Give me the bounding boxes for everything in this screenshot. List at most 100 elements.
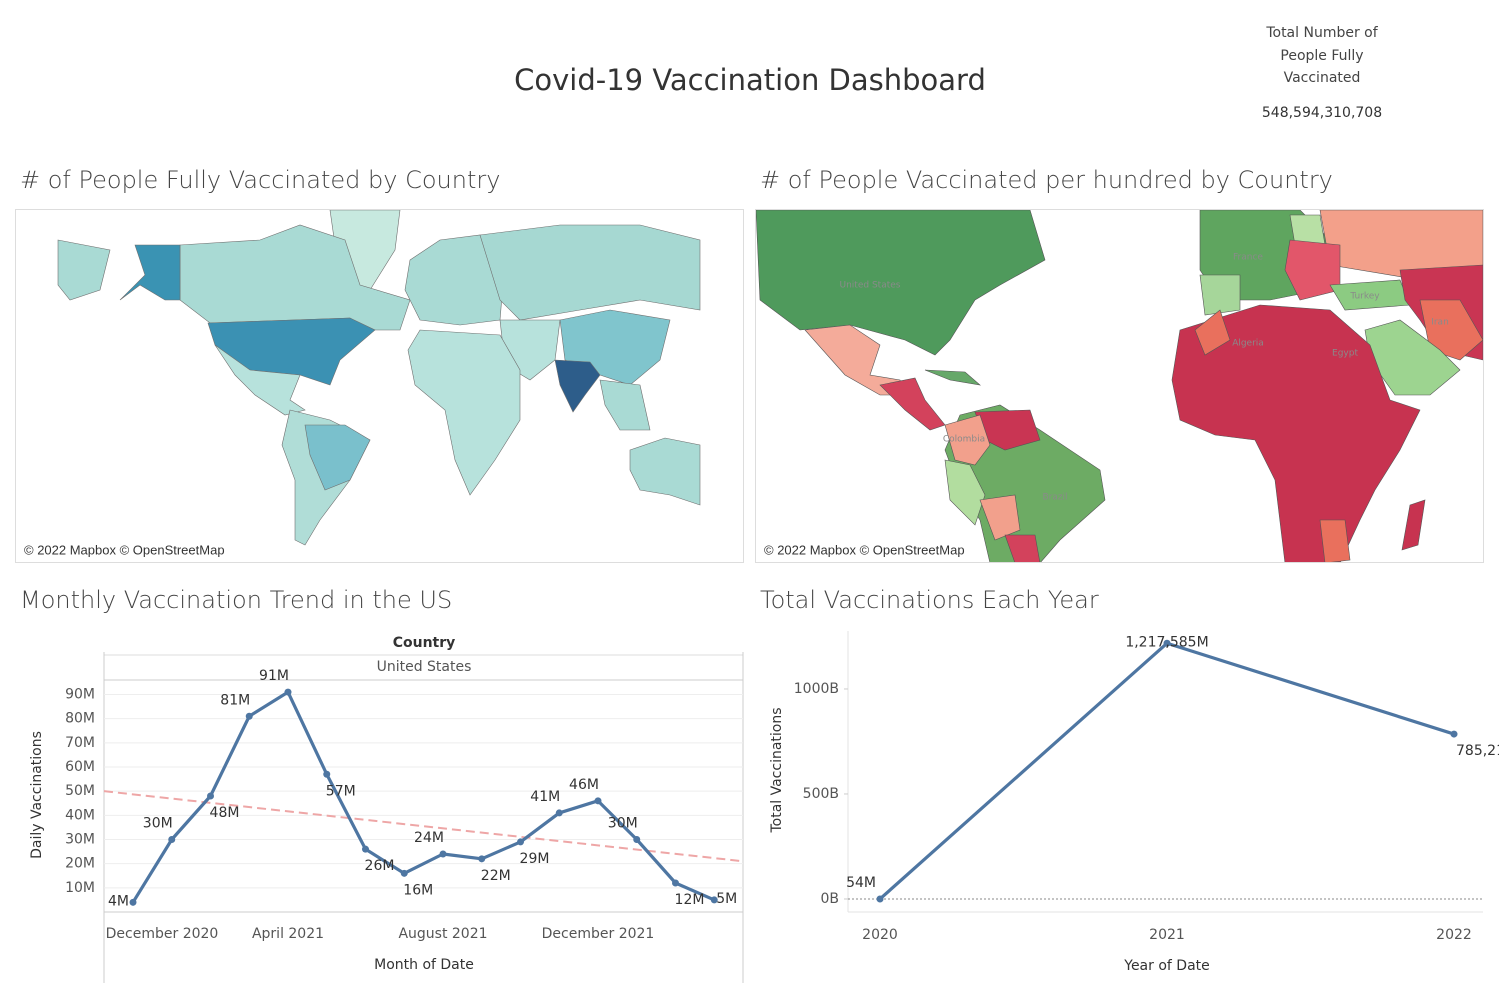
data-point (710, 896, 718, 904)
data-label: 48M (210, 805, 240, 821)
data-label: 54M (846, 875, 876, 891)
data-point (876, 895, 884, 903)
data-point (168, 836, 176, 843)
data-label: 91M (259, 668, 289, 684)
peru (944, 459, 986, 526)
attribution-bg (760, 542, 982, 560)
data-point (672, 879, 679, 887)
kpi-label: Total Number of People Fully Vaccinated (1266, 25, 1378, 86)
data-point (362, 845, 369, 853)
data-label: 4M (108, 893, 129, 909)
y-tick-label: 80M (65, 711, 95, 727)
data-label: 30M (608, 816, 638, 832)
map-label: France (1233, 253, 1263, 263)
x-axis-title: Month of Date (374, 957, 474, 973)
x-tick-label: December 2020 (106, 926, 219, 942)
data-label: 46M (569, 777, 599, 793)
dashboard-title: Covid-19 Vaccination Dashboard (514, 63, 986, 97)
data-point (284, 688, 292, 696)
y-tick-label: 10M (65, 880, 95, 896)
data-point (478, 855, 486, 863)
data-line (878, 641, 1455, 901)
colombia (944, 414, 991, 466)
y-tick-label: 500B (803, 786, 839, 802)
russia (479, 224, 701, 321)
morocco (1194, 309, 1231, 356)
brazil (304, 424, 371, 491)
caribbean (924, 369, 982, 386)
southeast-asia (599, 379, 651, 431)
spain (1199, 274, 1241, 316)
data-label: 5M (716, 891, 737, 907)
trend-line (103, 790, 744, 863)
y-tick-label: 60M (65, 759, 95, 775)
data-point (323, 770, 331, 778)
x-tick-label: April 2021 (252, 926, 324, 942)
x-tick-label: August 2021 (398, 926, 487, 942)
mexico (804, 324, 906, 396)
panel-header: Country (393, 635, 456, 651)
data-point (517, 838, 524, 846)
map-title: # of People Fully Vaccinated by Country (20, 166, 500, 194)
y-tick-label: 40M (65, 807, 95, 823)
canada (179, 224, 411, 331)
data-label: 26M (365, 858, 395, 874)
y-tick-label: 0B (820, 891, 839, 907)
kpi: Total Number of People Fully Vaccinated … (1252, 22, 1392, 124)
map-label: United States (840, 281, 901, 291)
y-tick-label: 70M (65, 735, 95, 751)
map-label: Iran (1431, 318, 1449, 328)
data-label: 12M (675, 892, 705, 908)
map-label: Colombia (943, 435, 985, 445)
map-title: # of People Vaccinated per hundred by Co… (760, 166, 1333, 194)
madagascar (1401, 499, 1426, 551)
data-point (207, 792, 214, 800)
y-tick-label: 1000B (794, 681, 839, 697)
data-label: 41M (530, 789, 560, 805)
east-asia-edge (57, 239, 111, 301)
data-label: 57M (326, 783, 356, 799)
north-america (756, 210, 1046, 356)
data-label: 1,217,585M (1125, 634, 1208, 650)
chart-title: Monthly Vaccination Trend in the US (20, 586, 452, 614)
alaska (119, 244, 181, 301)
map-attribution: © 2022 Mapbox © OpenStreetMap (764, 542, 965, 557)
southern-africa (1319, 519, 1351, 562)
y-tick-label: 20M (65, 856, 95, 872)
data-label: 81M (220, 692, 250, 708)
india (554, 359, 601, 413)
paraguay (1004, 534, 1041, 562)
data-label: 24M (414, 830, 444, 846)
data-point (555, 809, 563, 817)
map-attribution: © 2022 Mapbox © OpenStreetMap (24, 542, 225, 557)
data-point (1450, 730, 1458, 738)
data-label: 29M (520, 851, 550, 867)
map-label: Turkey (1349, 292, 1380, 302)
chart-title: Total Vaccinations Each Year (760, 586, 1099, 614)
data-label: 785,215M (1456, 743, 1499, 759)
data-point (439, 850, 447, 858)
y-tick-label: 50M (65, 783, 95, 799)
map-label: Brazil (1042, 493, 1067, 503)
y-axis-title: Daily Vaccinations (29, 731, 45, 859)
x-axis-title: Year of Date (1123, 958, 1210, 974)
map-2 (756, 210, 1483, 562)
map-1 (20, 210, 701, 560)
data-label: 30M (143, 816, 173, 832)
bolivia (979, 494, 1021, 541)
x-tick-label: 2020 (862, 927, 898, 943)
data-point (400, 869, 408, 877)
x-tick-label: 2022 (1436, 927, 1472, 943)
africa (1171, 304, 1421, 562)
attribution-bg (20, 542, 242, 560)
x-tick-label: 2021 (1149, 927, 1185, 943)
y-axis-title: Total Vaccinations (769, 707, 785, 833)
panel-label: United States (377, 659, 472, 675)
data-label: 16M (403, 882, 433, 898)
y-tick-label: 90M (65, 687, 95, 703)
map-label: Egypt (1332, 349, 1358, 359)
data-label: 22M (481, 868, 511, 884)
